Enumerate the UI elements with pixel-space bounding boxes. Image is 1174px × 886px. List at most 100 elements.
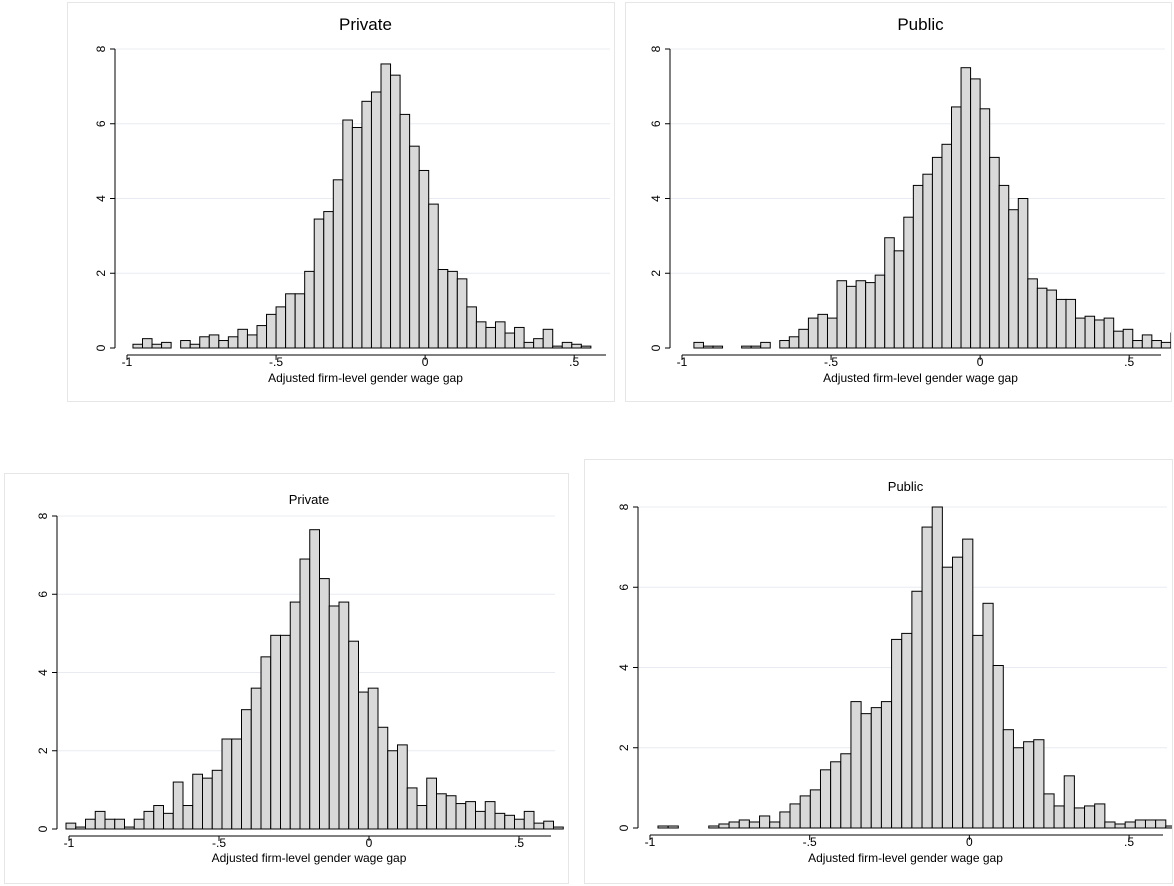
histogram-bar: [712, 345, 724, 349]
x-tick-label: 0: [977, 355, 984, 369]
histogram-bar: [143, 810, 155, 830]
histogram-bar: [1134, 819, 1146, 829]
histogram-bar: [514, 326, 525, 349]
histogram-bar: [299, 558, 311, 830]
histogram-bar: [533, 822, 545, 830]
histogram-bar: [484, 801, 496, 830]
y-tick-label: 2: [94, 270, 108, 277]
histogram-bar: [309, 529, 320, 830]
x-tick-label: 0: [366, 836, 373, 850]
histogram-bar: [728, 821, 740, 829]
histogram-bar: [850, 701, 862, 829]
histogram-bar: [1046, 289, 1057, 349]
histogram-bar: [260, 656, 272, 830]
histogram-bar: [543, 820, 554, 830]
y-tick-label: 6: [36, 591, 50, 598]
x-axis-title: Adjusted firm-level gender wage gap: [808, 851, 1003, 865]
x-tick-label: .5: [1124, 835, 1134, 849]
histogram-bar: [1114, 823, 1126, 829]
histogram-bar: [738, 819, 750, 829]
histogram-bar: [104, 818, 116, 830]
histogram-bar: [1012, 747, 1025, 829]
histogram-bar: [553, 826, 564, 830]
histogram-bar: [523, 810, 535, 830]
y-tick-label: 6: [617, 584, 631, 591]
histogram-bar: [342, 119, 353, 349]
histogram-private-top: 0 2 4 6 8 -1 -.5 0 .5 Adjusted firm-level gender …: [67, 2, 615, 402]
histogram-bar: [865, 282, 876, 349]
histogram-bar: [338, 601, 350, 830]
histogram-bar: [718, 823, 730, 829]
histogram-bar: [1144, 819, 1157, 829]
histogram-bar: [280, 634, 291, 830]
histogram-bar: [870, 707, 882, 829]
histogram-private-bottom: 0 2 4 6 8 -1 -.5 0 .5 Adjusted firm-level gender …: [4, 473, 569, 884]
y-tick-label: 0: [649, 344, 663, 351]
histogram-bar: [817, 313, 828, 349]
y-tick-label: 8: [36, 512, 50, 519]
histogram-bar: [884, 237, 895, 349]
histogram-bar: [313, 218, 325, 349]
histogram-bar: [1084, 805, 1096, 829]
histogram-bar: [972, 634, 984, 829]
histogram-bar: [979, 108, 991, 349]
histogram-bar: [741, 345, 752, 349]
x-tick-label: .5: [514, 836, 524, 850]
y-tick-label: 0: [36, 825, 50, 832]
histogram-bar: [85, 818, 96, 830]
histogram-bar: [1160, 341, 1171, 349]
histogram-bar: [256, 325, 268, 349]
histogram-bar: [151, 343, 163, 349]
y-tick-label: 0: [94, 344, 108, 351]
histogram-bar: [199, 336, 210, 349]
histogram-plot: 0 2 4 6 8 -1 -.5 0 .5 Adjusted firm-level gender …: [94, 15, 610, 385]
chart-title: Public: [897, 15, 944, 34]
histogram-bar: [285, 293, 296, 349]
histogram-bar: [779, 811, 791, 829]
y-tick-label: 2: [649, 270, 663, 277]
histogram-bar: [65, 822, 77, 830]
histogram-bar: [846, 285, 857, 349]
histogram-bar: [211, 769, 223, 830]
x-tick-label: .5: [569, 355, 579, 369]
histogram-bar: [998, 184, 1010, 349]
histogram-bar: [1075, 317, 1086, 349]
histogram-bar: [931, 156, 943, 349]
histogram-bar: [708, 825, 720, 829]
histogram-bar: [465, 801, 476, 830]
histogram-bar: [1008, 209, 1019, 349]
histogram-bar: [241, 709, 252, 830]
histogram-bar: [390, 74, 401, 349]
histogram-bar: [989, 156, 1000, 349]
histogram-bar: [819, 769, 832, 829]
histogram-bar: [237, 328, 248, 349]
histogram-bar: [901, 632, 913, 829]
histogram-bar: [1017, 198, 1029, 349]
histogram-bar: [494, 812, 506, 830]
histogram-bar: [332, 179, 344, 349]
histogram-bar: [952, 556, 964, 829]
x-axis-title: Adjusted firm-level gender wage gap: [268, 371, 463, 385]
y-tick-label: 4: [94, 195, 108, 202]
histogram-bar: [789, 803, 801, 829]
x-axis-title: Adjusted firm-level gender wage gap: [212, 851, 407, 865]
histogram-bar: [874, 274, 886, 349]
histogram-plot: 0 2 4 6 8 -1 -.5 0 .5 Adjusted firm-level gender …: [36, 492, 564, 865]
histogram-bar: [218, 340, 229, 349]
histogram-bar: [912, 184, 924, 349]
histogram-bar: [172, 781, 184, 830]
histogram-bar: [1113, 330, 1124, 349]
x-tick-label: 0: [422, 355, 429, 369]
histogram-bar: [941, 143, 953, 349]
histogram-bar: [132, 343, 144, 349]
histogram-bar: [840, 753, 852, 829]
histogram-bar: [428, 203, 439, 349]
histogram-bar: [893, 250, 905, 349]
histogram-bar: [161, 341, 172, 349]
histogram-bar: [323, 211, 334, 349]
histogram-plot: 0 2 4 6 8 -1 -.5 0 .5 Adjusted firm-level gender …: [617, 479, 1172, 865]
histogram-bar: [809, 789, 821, 829]
histogram-bar: [960, 67, 972, 349]
histogram-bar: [759, 815, 771, 829]
histogram-bar: [114, 818, 125, 830]
